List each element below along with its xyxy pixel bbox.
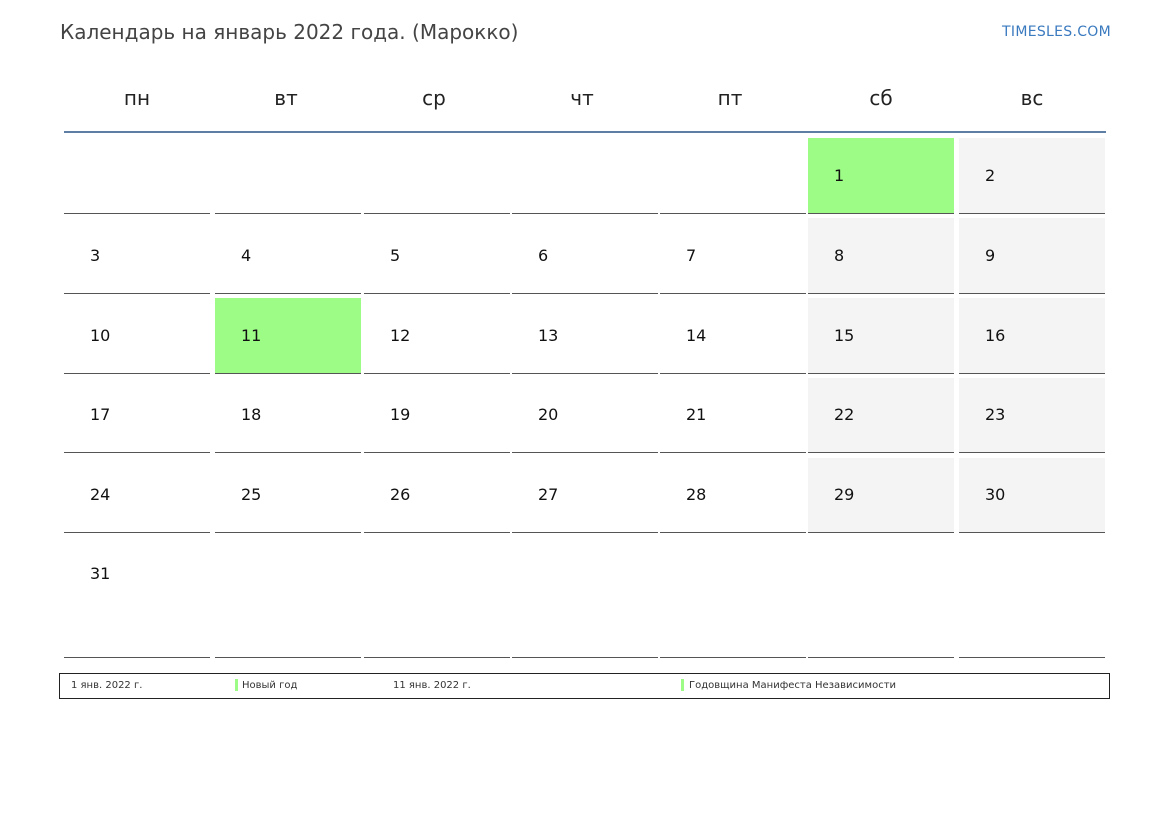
day-cell[interactable]: 3	[64, 218, 210, 294]
day-number: 6	[538, 246, 549, 265]
day-number: 18	[241, 405, 262, 424]
day-cell[interactable]: 14	[660, 298, 806, 374]
day-cell[interactable]: 30	[959, 458, 1105, 533]
day-number: 2	[985, 166, 996, 185]
day-cell[interactable]: 11	[215, 298, 361, 374]
day-cell[interactable]: 19	[364, 378, 510, 453]
day-number: 31	[90, 564, 111, 583]
weekday-sat: сб	[869, 86, 893, 110]
legend-holiday-name: Новый год	[242, 680, 298, 691]
day-cell[interactable]: 1	[808, 138, 954, 214]
day-cell[interactable]	[64, 138, 210, 214]
legend-date: 11 янв. 2022 г.	[393, 680, 471, 691]
day-number: 24	[90, 485, 111, 504]
day-number: 30	[985, 485, 1006, 504]
day-number: 7	[686, 246, 697, 265]
day-number: 12	[390, 326, 411, 345]
day-number: 20	[538, 405, 559, 424]
day-cell[interactable]: 22	[808, 378, 954, 453]
day-number: 16	[985, 326, 1006, 345]
day-number: 4	[241, 246, 252, 265]
page-title: Календарь на январь 2022 года. (Марокко)	[60, 20, 519, 44]
holiday-legend: 1 янв. 2022 г. Новый год 11 янв. 2022 г.…	[59, 673, 1110, 699]
day-cell[interactable]	[215, 138, 361, 214]
day-cell[interactable]: 20	[512, 378, 658, 453]
day-number: 28	[686, 485, 707, 504]
day-cell[interactable]: 27	[512, 458, 658, 533]
brand-link[interactable]: TIMESLES.COM	[1002, 24, 1111, 40]
day-cell[interactable]: 15	[808, 298, 954, 374]
day-number: 23	[985, 405, 1006, 424]
weekday-tue: вт	[274, 86, 298, 110]
day-cell[interactable]	[660, 538, 806, 658]
day-number: 25	[241, 485, 262, 504]
day-cell[interactable]: 21	[660, 378, 806, 453]
day-number: 15	[834, 326, 855, 345]
legend-color-marker	[235, 679, 238, 691]
day-number: 29	[834, 485, 855, 504]
day-cell[interactable]	[959, 538, 1105, 658]
day-cell[interactable]: 24	[64, 458, 210, 533]
day-cell[interactable]: 4	[215, 218, 361, 294]
day-cell[interactable]	[364, 138, 510, 214]
weekday-fri: пт	[717, 86, 743, 110]
day-number: 9	[985, 246, 996, 265]
day-cell[interactable]	[512, 138, 658, 214]
day-number: 8	[834, 246, 845, 265]
day-cell[interactable]	[808, 538, 954, 658]
day-cell[interactable]	[660, 138, 806, 214]
day-cell[interactable]: 26	[364, 458, 510, 533]
day-cell[interactable]	[512, 538, 658, 658]
day-cell[interactable]: 10	[64, 298, 210, 374]
day-cell[interactable]: 7	[660, 218, 806, 294]
day-cell[interactable]: 16	[959, 298, 1105, 374]
day-number: 1	[834, 166, 845, 185]
day-cell[interactable]: 13	[512, 298, 658, 374]
day-cell[interactable]	[364, 538, 510, 658]
day-number: 14	[686, 326, 707, 345]
day-cell[interactable]: 29	[808, 458, 954, 533]
legend-color-marker	[681, 679, 684, 691]
day-number: 13	[538, 326, 559, 345]
day-number: 27	[538, 485, 559, 504]
weekday-wed: ср	[422, 86, 446, 110]
day-cell[interactable]: 28	[660, 458, 806, 533]
day-number: 26	[390, 485, 411, 504]
day-number: 21	[686, 405, 707, 424]
weekday-mon: пн	[123, 86, 151, 110]
legend-date: 1 янв. 2022 г.	[71, 680, 143, 691]
day-cell[interactable]: 17	[64, 378, 210, 453]
day-cell[interactable]: 12	[364, 298, 510, 374]
day-cell[interactable]: 6	[512, 218, 658, 294]
weekday-header: пн вт ср чт пт сб вс	[64, 76, 1106, 132]
day-cell[interactable]: 31	[64, 538, 210, 658]
day-cell[interactable]: 25	[215, 458, 361, 533]
day-cell[interactable]: 18	[215, 378, 361, 453]
day-number: 3	[90, 246, 101, 265]
weekday-thu: чт	[570, 86, 594, 110]
day-number: 22	[834, 405, 855, 424]
day-cell[interactable]: 9	[959, 218, 1105, 294]
day-number: 19	[390, 405, 411, 424]
day-cell[interactable]: 5	[364, 218, 510, 294]
day-cell[interactable]: 2	[959, 138, 1105, 214]
day-cell[interactable]: 23	[959, 378, 1105, 453]
day-number: 17	[90, 405, 111, 424]
day-cell[interactable]: 8	[808, 218, 954, 294]
day-number: 5	[390, 246, 401, 265]
day-number: 11	[241, 326, 262, 345]
legend-holiday-name: Годовщина Манифеста Независимости	[689, 680, 897, 691]
weekday-sun: вс	[1020, 86, 1044, 110]
day-number: 10	[90, 326, 111, 345]
day-cell[interactable]	[215, 538, 361, 658]
header-divider	[64, 131, 1106, 133]
